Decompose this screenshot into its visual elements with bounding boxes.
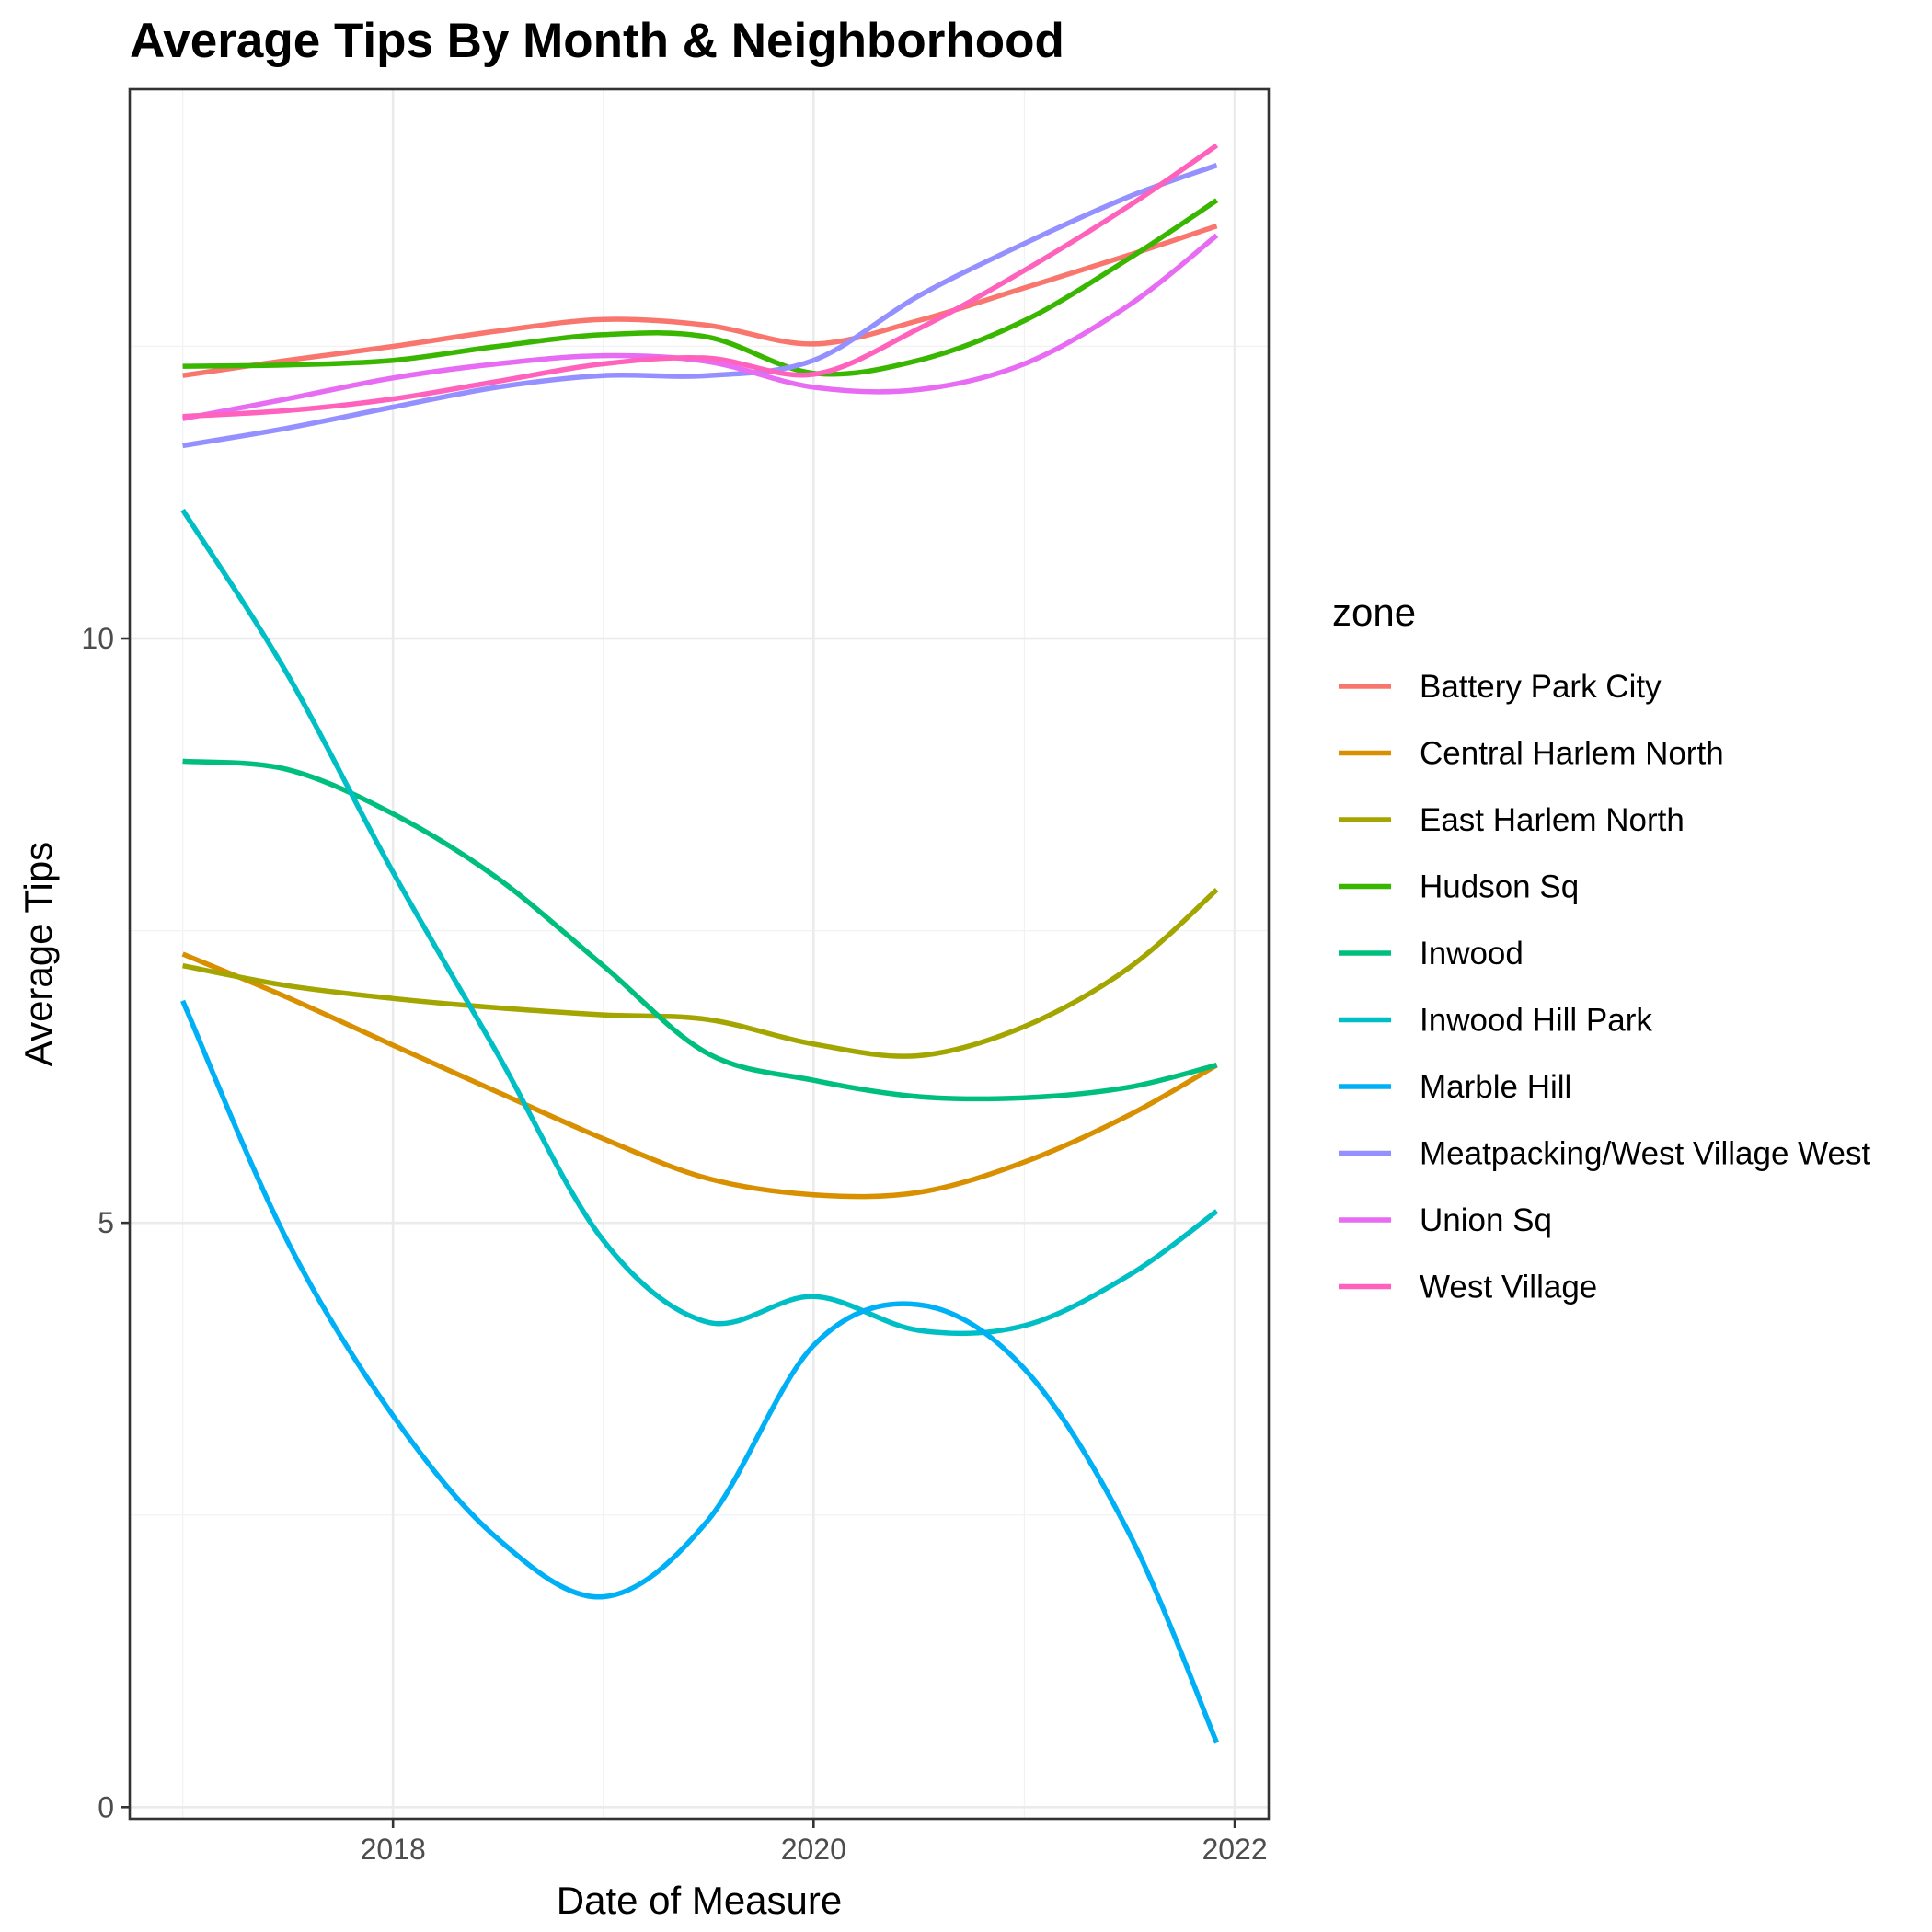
series-line-battery-park-city — [182, 223, 1218, 378]
y-axis-title: Average Tips — [17, 842, 60, 1066]
x-tick-label: 2022 — [1202, 1833, 1267, 1866]
legend-title: zone — [1332, 591, 1416, 634]
legend-label-west-village: West Village — [1420, 1270, 1597, 1305]
legend-label-marble-hill: Marble Hill — [1420, 1069, 1571, 1105]
x-tick-label: 2018 — [361, 1833, 426, 1866]
axis-ticks: 2018 2020 2022 0 5 10 — [81, 622, 1267, 1866]
y-tick-label: 5 — [98, 1206, 114, 1239]
plot-panel — [130, 89, 1269, 1819]
x-axis-title: Date of Measure — [557, 1879, 843, 1922]
legend: zone Battery Park City Central Harlem Nor… — [1332, 591, 1871, 1305]
series-line-inwood-hill-park — [180, 508, 1219, 1337]
plot-border — [128, 87, 1271, 1821]
x-tick-label: 2020 — [781, 1833, 846, 1866]
series-line-union-sq — [182, 233, 1219, 421]
legend-label-union-sq: Union Sq — [1420, 1202, 1552, 1238]
series-line-west-village — [182, 143, 1219, 420]
legend-label-inwood: Inwood — [1420, 936, 1524, 972]
series-line-hudson-sq — [182, 198, 1219, 377]
legend-label-central-harlem-north: Central Harlem North — [1420, 736, 1724, 772]
series-line-central-harlem-north — [181, 951, 1218, 1200]
series-line-inwood — [182, 758, 1218, 1102]
legend-label-inwood-hill-park: Inwood Hill Park — [1420, 1003, 1652, 1039]
series-lines — [180, 143, 1220, 1744]
chart-title: Average Tips By Month & Neighborhood — [130, 14, 1064, 68]
y-tick-label: 10 — [81, 622, 114, 655]
series-line-marble-hill — [180, 999, 1220, 1744]
series-line-meatpacking-west-village-west — [182, 163, 1218, 449]
y-tick-label: 0 — [98, 1790, 114, 1823]
grid — [130, 89, 1269, 1819]
legend-label-battery-park-city: Battery Park City — [1420, 669, 1662, 705]
legend-label-hudson-sq: Hudson Sq — [1420, 869, 1579, 905]
legend-label-meatpacking-west-village-west: Meatpacking/West Village West — [1420, 1136, 1871, 1172]
series-line-east-harlem-north — [182, 888, 1219, 1059]
legend-label-east-harlem-north: East Harlem North — [1420, 802, 1685, 838]
